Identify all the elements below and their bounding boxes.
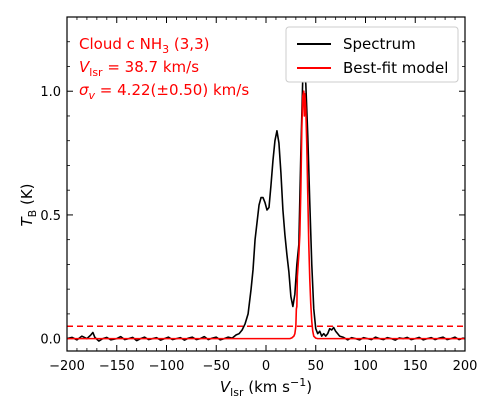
annotation-cloud-text: Cloud c NH	[79, 35, 162, 53]
x-tick-label: 50	[307, 359, 324, 374]
legend-label-model: Best-fit model	[343, 59, 448, 77]
legend-label-spectrum: Spectrum	[343, 35, 416, 53]
y-tick-label: 1.0	[40, 85, 61, 100]
x-axis-unit-prefix: (km s	[243, 378, 290, 396]
annotation-vlsr-subscript: lsr	[89, 66, 103, 79]
annotation-vlsr-value: = 38.7 km/s	[103, 58, 200, 76]
y-axis-subscript: B	[26, 210, 39, 218]
y-axis-unit: (K)	[18, 183, 36, 209]
x-tick-label: 100	[353, 359, 378, 374]
y-axis-title: TB (K)	[18, 183, 39, 226]
annotation-line-1: Cloud c NH3 (3,3)	[79, 35, 209, 56]
x-tick-label: −100	[149, 359, 185, 374]
y-tick-label: 0.5	[40, 209, 61, 224]
y-axis-symbol: T	[18, 216, 36, 227]
x-axis-subscript: lsr	[230, 386, 244, 399]
x-tick-label: −50	[203, 359, 230, 374]
annotation-nh3-subscript: 3	[162, 43, 169, 56]
annotation-transition: (3,3)	[169, 35, 209, 53]
annotation-sigma-subscript: v	[89, 89, 96, 102]
x-tick-label: −200	[49, 359, 85, 374]
series-layer	[67, 68, 465, 342]
ticks-layer: −200 −150 −100 −50 0 50 100 150 200 0.0 0.5 1.0	[40, 17, 477, 374]
x-axis-title: Vlsr (km s−1)	[220, 376, 312, 399]
x-tick-label: 150	[403, 359, 428, 374]
plot-series-area	[67, 68, 465, 342]
x-axis-superscript: −1	[290, 376, 306, 389]
y-tick-label: 0.0	[40, 333, 61, 348]
x-axis-symbol: V	[220, 378, 232, 396]
best-fit-model-line	[67, 90, 465, 340]
x-axis-unit-suffix: )	[306, 378, 312, 396]
annotation-sigma-value: = 4.22(±0.50) km/s	[95, 81, 249, 99]
x-tick-label: −150	[99, 359, 135, 374]
annotation-line-2: Vlsr = 38.7 km/s	[79, 58, 199, 79]
legend: Spectrum Best-fit model	[285, 26, 459, 83]
x-tick-label: 0	[262, 359, 270, 374]
annotation-sigma-symbol: σ	[79, 81, 89, 99]
annotation-vlsr-symbol: V	[79, 58, 91, 76]
plot-frame	[66, 16, 466, 352]
x-tick-label: 200	[453, 359, 478, 374]
annotation-line-3: σv = 4.22(±0.50) km/s	[79, 81, 249, 102]
